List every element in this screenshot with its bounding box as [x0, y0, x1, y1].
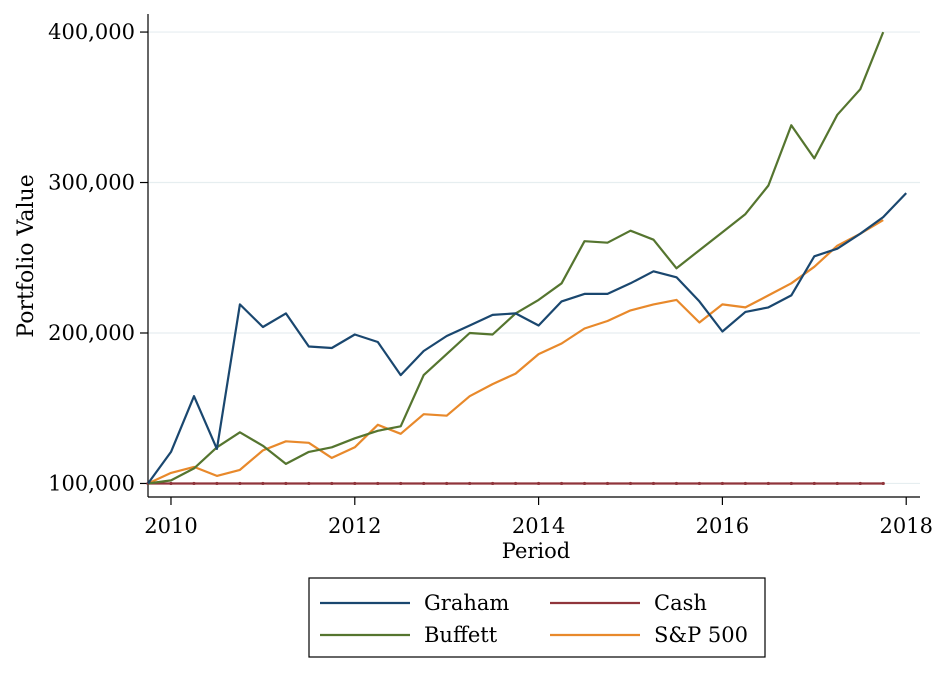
- series-line-graham: [147, 192, 907, 485]
- cash-point: [559, 481, 564, 486]
- cash-point: [238, 481, 242, 486]
- cash-point: [812, 481, 816, 486]
- cash-point: [353, 481, 357, 486]
- grid-lines: [148, 31, 920, 485]
- cash-point: [468, 481, 472, 486]
- legend-box: [308, 577, 766, 658]
- cash-point: [697, 481, 702, 486]
- x-tick-label: 2018: [879, 514, 932, 538]
- cash-point: [605, 481, 610, 486]
- cash-point: [491, 481, 495, 486]
- y-tick-label: 300,000: [48, 171, 135, 195]
- series-line-buffett: [147, 31, 885, 485]
- y-ticks: 100,000 200,000 300,000 400,000: [48, 20, 148, 495]
- cash-point: [674, 481, 679, 486]
- cash-point: [536, 481, 541, 486]
- cash-point: [330, 481, 334, 486]
- y-tick-label: 100,000: [48, 471, 135, 495]
- x-ticks: 2010 2012 2014 2016 2018: [144, 497, 933, 538]
- cash-point: [628, 481, 633, 486]
- x-tick-label: 2016: [696, 514, 749, 538]
- legend-label-buffett: Buffett: [424, 623, 498, 647]
- legend-label-s-p-500: S&P 500: [654, 623, 748, 647]
- cash-point: [514, 481, 518, 486]
- cash-point: [169, 481, 173, 486]
- cash-point: [743, 481, 747, 486]
- cash-point: [720, 481, 725, 486]
- series-lines: [146, 31, 907, 486]
- cash-point: [307, 481, 311, 486]
- y-axis-label: Portfolio Value: [14, 174, 39, 337]
- cash-point: [445, 481, 449, 486]
- cash-point: [284, 481, 288, 486]
- cash-point: [376, 481, 380, 486]
- cash-point: [766, 481, 770, 486]
- cash-point: [192, 481, 196, 486]
- y-tick-label: 400,000: [48, 20, 135, 44]
- legend-label-graham: Graham: [424, 591, 509, 615]
- cash-point: [215, 481, 219, 486]
- cash-point: [858, 481, 862, 486]
- cash-point: [582, 481, 587, 486]
- cash-point: [651, 481, 656, 486]
- y-tick-label: 200,000: [48, 321, 135, 345]
- x-tick-label: 2010: [144, 514, 197, 538]
- legend-label-cash: Cash: [654, 591, 707, 615]
- cash-point: [789, 481, 793, 486]
- legend: Graham Cash Buffett S&P 500: [308, 577, 766, 658]
- axes: [147, 14, 920, 498]
- cash-point: [261, 481, 265, 486]
- cash-point: [881, 481, 885, 486]
- cash-point: [835, 481, 839, 486]
- x-tick-label: 2012: [328, 514, 381, 538]
- series-line-s-p-500: [147, 219, 884, 485]
- x-tick-label: 2014: [512, 514, 565, 538]
- cash-point: [399, 481, 403, 486]
- cash-point: [422, 481, 426, 486]
- x-axis-label: Period: [502, 539, 570, 563]
